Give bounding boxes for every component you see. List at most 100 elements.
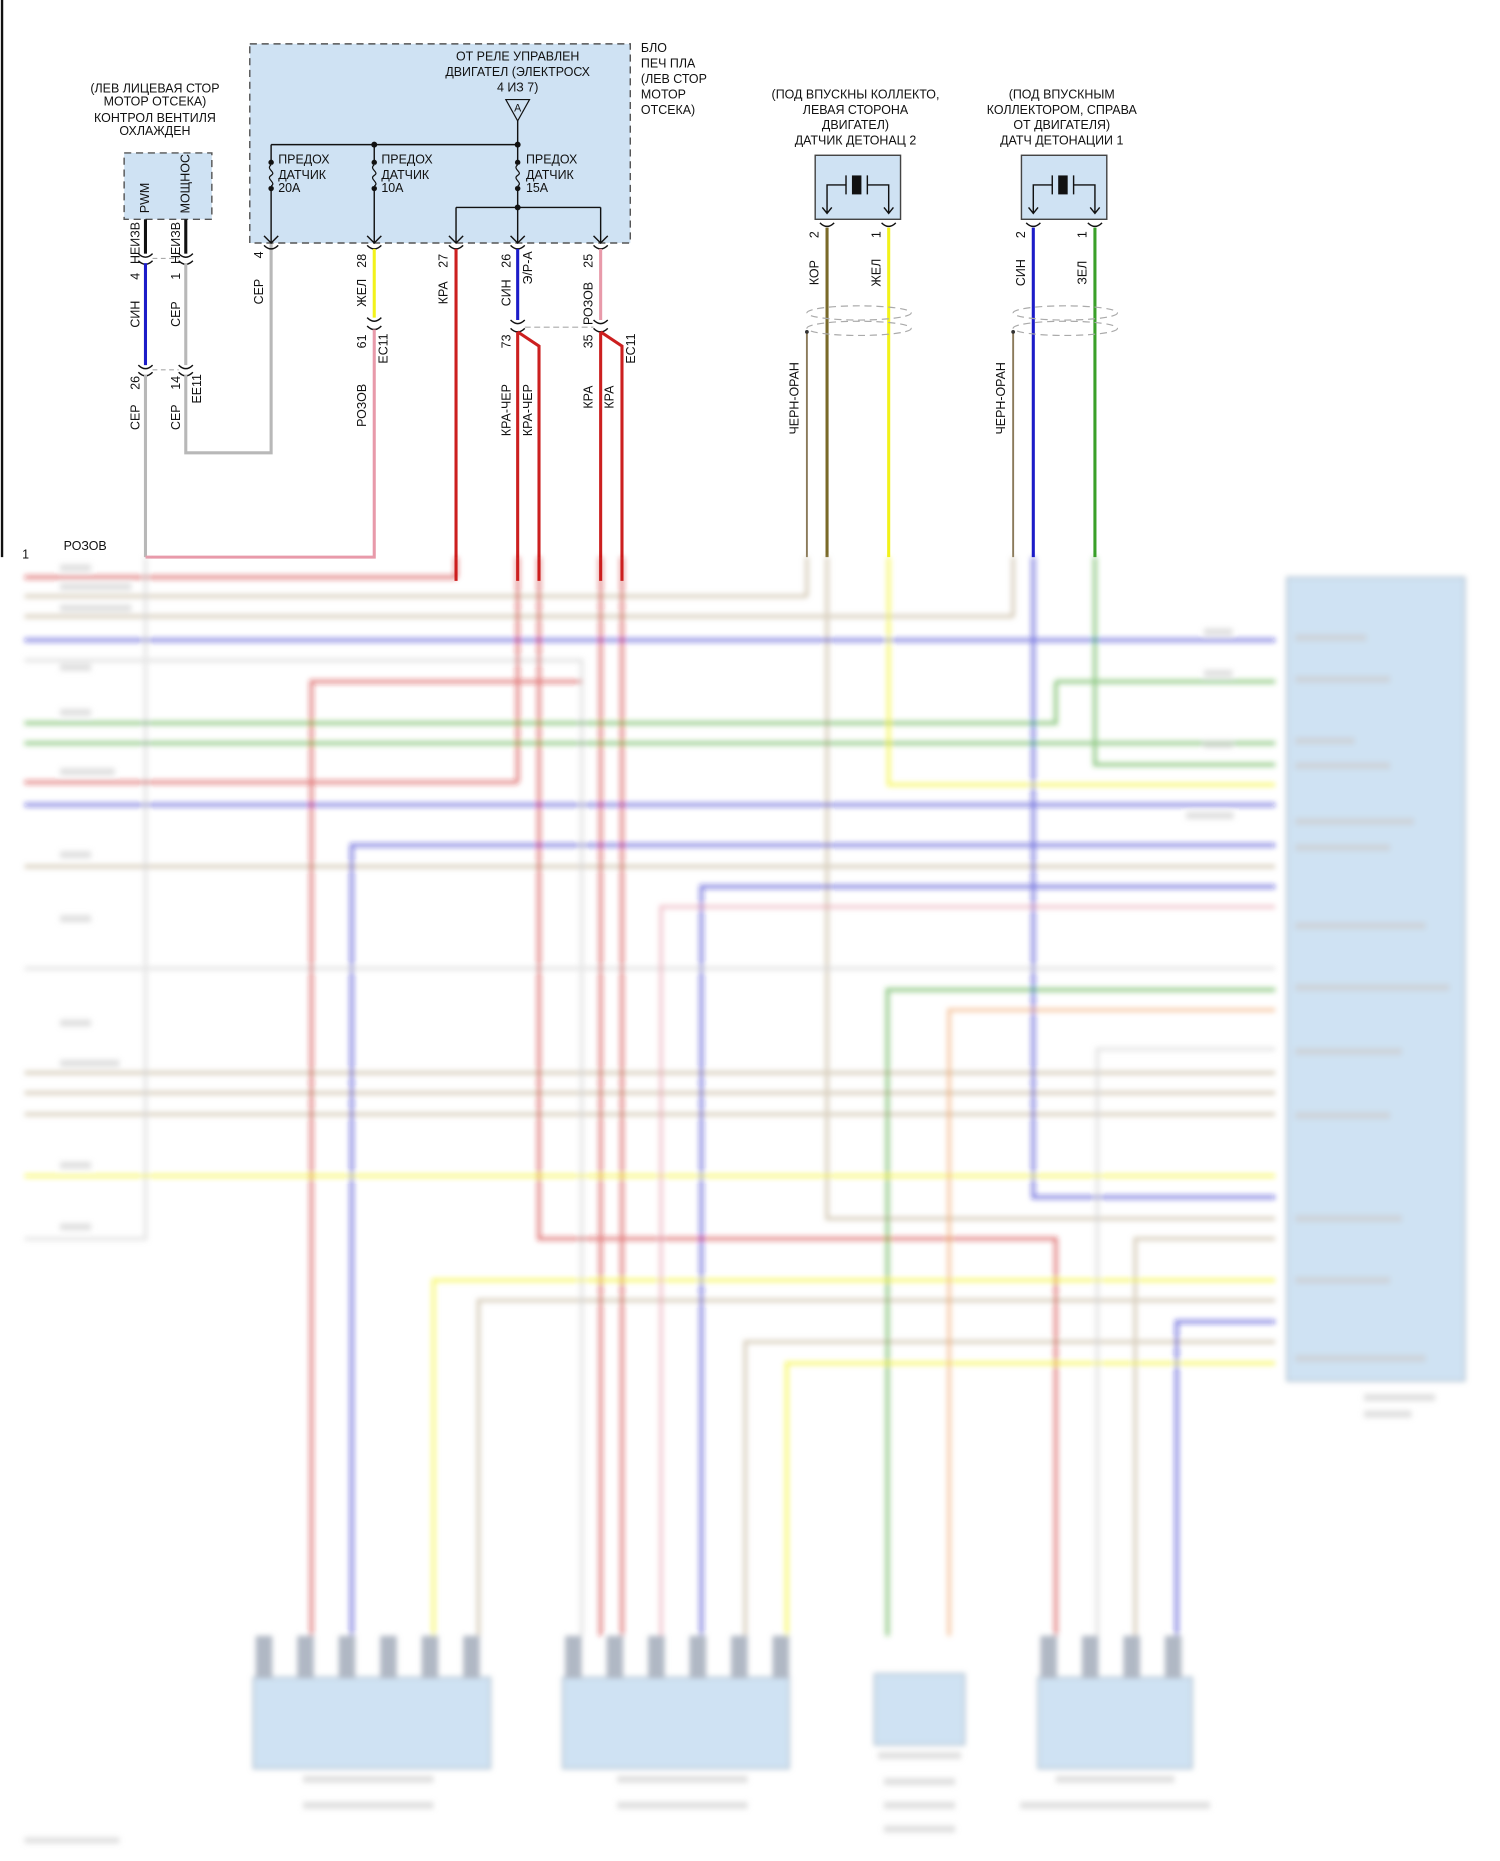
piezo-sensor-icon bbox=[821, 175, 894, 215]
pin-number: 2 bbox=[808, 231, 822, 238]
wire-color-label: КРА-ЧЕР bbox=[500, 384, 514, 436]
relay-label: ОТ РЕЛЕ УПРАВЛЕН bbox=[456, 49, 579, 63]
fan-location-label: МОТОР ОТСЕКА) bbox=[104, 94, 207, 108]
pin-number: 1 bbox=[1076, 231, 1090, 238]
bottom-components bbox=[252, 1635, 1193, 1770]
connector-label: EC11 bbox=[376, 333, 390, 363]
fuse-label-10a: ПРЕДОХ ДАТЧИК 10A bbox=[381, 153, 433, 195]
wire-color-label: СЕР bbox=[169, 301, 183, 327]
wire-color-label: КРА bbox=[581, 385, 595, 409]
fan-name-label: ОХЛАЖДЕН bbox=[119, 124, 190, 138]
fuse-relay-box: ОТ РЕЛЕ УПРАВЛЕН ДВИГАТЕЛ (ЭЛЕКТРОСХ 4 И… bbox=[249, 41, 707, 250]
wire-color-label: ЗЕЛ bbox=[1076, 261, 1090, 285]
sensor-location-label: ОТ ДВИГАТЕЛЯ) bbox=[1013, 118, 1110, 132]
pin-number: 4 bbox=[129, 273, 143, 280]
wire-color-label: НЕИЗВ bbox=[169, 222, 183, 264]
pin-number: 14 bbox=[169, 376, 183, 390]
pin-number: 61 bbox=[355, 334, 369, 348]
wire-color-label: СИН bbox=[500, 279, 514, 306]
wire-color-label: КРА bbox=[437, 281, 451, 305]
wire-color-label: СИН bbox=[1014, 259, 1028, 286]
fan-control-box bbox=[123, 152, 213, 221]
component-block bbox=[873, 1673, 966, 1746]
shield-wire-label: ЧЕРН-ОРАН bbox=[788, 362, 802, 434]
ecu-block bbox=[1286, 576, 1466, 1382]
fuse-output-wires: 4 СЕР 28 ЖЕЛ 61 EC11 РОЗОВ 27 КРА 26 СИН… bbox=[145, 248, 638, 581]
pin-number: 27 bbox=[437, 254, 451, 268]
component-block bbox=[562, 1676, 790, 1770]
reference-triangle-icon bbox=[504, 98, 531, 123]
wire-color-label: РОЗОВ bbox=[581, 282, 595, 325]
pin-number: 35 bbox=[581, 334, 595, 348]
wire-color-label: ЖЕЛ bbox=[869, 259, 883, 287]
blurred-harness-region bbox=[24, 557, 1466, 1844]
pin-number: 1 bbox=[169, 273, 183, 280]
component-block bbox=[252, 1676, 492, 1770]
harness-wires bbox=[24, 557, 1276, 1636]
fuse-label: ПРЕДОХ bbox=[278, 153, 330, 167]
fuse-rating: 15A bbox=[526, 181, 549, 195]
fuse-box-title: ПЕЧ ПЛА bbox=[641, 57, 696, 71]
pin-pwm-label: PWM bbox=[138, 183, 152, 213]
fuse-label: ДАТЧИК bbox=[526, 168, 575, 182]
fuse-box-title: (ЛЕВ СТОР bbox=[641, 72, 707, 86]
fuse-label: ДАТЧИК bbox=[278, 168, 327, 182]
sensor-name-label: ДАТЧИК ДЕТОНАЦ 2 bbox=[795, 134, 917, 148]
fuse-box-title: МОТОР bbox=[641, 87, 686, 101]
pin-number: 28 bbox=[355, 254, 369, 268]
fuse-icons bbox=[266, 159, 523, 192]
connector-label: EE11 bbox=[190, 374, 204, 404]
component-block bbox=[1037, 1676, 1193, 1770]
wire-color-label: СЕР bbox=[252, 279, 266, 305]
pin-power-label: МОЩНОС bbox=[178, 154, 192, 213]
wire-color-label: СИН bbox=[129, 301, 143, 328]
sensor-location-label: КОЛЛЕКТОРОМ, СПРАВА bbox=[987, 103, 1138, 117]
circuit-label: Э/Р-А bbox=[521, 251, 535, 285]
fuse-rating: 20A bbox=[278, 181, 301, 195]
shield-wire-label: ЧЕРН-ОРАН bbox=[994, 362, 1008, 434]
reference-label: A bbox=[514, 102, 522, 114]
sensor-location-label: ЛЕВАЯ СТОРОНА bbox=[803, 103, 909, 117]
pin-number: 2 bbox=[1014, 231, 1028, 238]
fuse-box-outline bbox=[249, 43, 631, 244]
pin-number: 1 bbox=[869, 231, 883, 238]
wire-color-label: СЕР bbox=[129, 404, 143, 430]
sensor-location-label: ДВИГАТЕЛ) bbox=[822, 118, 889, 132]
sensor-location-label: (ПОД ВПУСКНЫМ bbox=[1009, 87, 1115, 101]
harness-pin-number: 1 bbox=[22, 547, 29, 561]
fuse-label: ПРЕДОХ bbox=[526, 153, 578, 167]
fuse-label-20a: ПРЕДОХ ДАТЧИК 20A bbox=[278, 153, 330, 195]
pin-number: 73 bbox=[500, 334, 514, 348]
fan-name-label: КОНТРОЛ ВЕНТИЛЯ bbox=[94, 111, 216, 125]
knock-sensor-2: (ПОД ВПУСКНЫ КОЛЛЕКТО, ЛЕВАЯ СТОРОНА ДВИ… bbox=[772, 87, 940, 558]
wire-color-label: ЖЕЛ bbox=[355, 279, 369, 307]
wire-color-label: НЕИЗВ bbox=[129, 222, 143, 264]
relay-label: ДВИГАТЕЛ (ЭЛЕКТРОСХ bbox=[445, 65, 590, 79]
text-smudges bbox=[24, 564, 1450, 1844]
pin-number: 25 bbox=[581, 254, 595, 268]
fuse-label: ПРЕДОХ bbox=[381, 153, 433, 167]
connector-label: EC11 bbox=[624, 333, 638, 363]
fuse-rating: 10A bbox=[381, 181, 404, 195]
pin-number: 4 bbox=[252, 251, 266, 258]
knock-sensor-1: (ПОД ВПУСКНЫМ КОЛЛЕКТОРОМ, СПРАВА ОТ ДВИ… bbox=[987, 87, 1138, 558]
sensor-location-label: (ПОД ВПУСКНЫ КОЛЛЕКТО, bbox=[772, 87, 940, 101]
harness-wire-label: РОЗОВ bbox=[64, 539, 107, 553]
fuse-box-title: ОТСЕКА) bbox=[641, 103, 695, 117]
wire-color-label: РОЗОВ bbox=[355, 384, 369, 427]
pin-number: 26 bbox=[500, 254, 514, 268]
fuse-label-15a: ПРЕДОХ ДАТЧИК 15A bbox=[526, 153, 578, 195]
relay-label: 4 ИЗ 7) bbox=[497, 80, 538, 94]
fuse-label: ДАТЧИК bbox=[381, 168, 430, 182]
fan-control-module: (ЛЕВ ЛИЦЕВАЯ СТОР МОТОР ОТСЕКА) КОНТРОЛ … bbox=[90, 81, 273, 558]
sensor-name-label: ДАТЧ ДЕТОНАЦИИ 1 bbox=[1000, 134, 1123, 148]
piezo-sensor-icon bbox=[1028, 175, 1101, 215]
wire-color-label: КОР bbox=[808, 260, 822, 285]
fan-location-label: (ЛЕВ ЛИЦЕВАЯ СТОР bbox=[90, 81, 219, 95]
fuse-box-title: БЛО bbox=[641, 41, 667, 55]
wire-color-label: СЕР bbox=[169, 404, 183, 430]
wire-color-label: КРА bbox=[603, 385, 617, 409]
wire-color-label: КРА-ЧЕР bbox=[521, 384, 535, 436]
pin-number: 26 bbox=[129, 376, 143, 390]
